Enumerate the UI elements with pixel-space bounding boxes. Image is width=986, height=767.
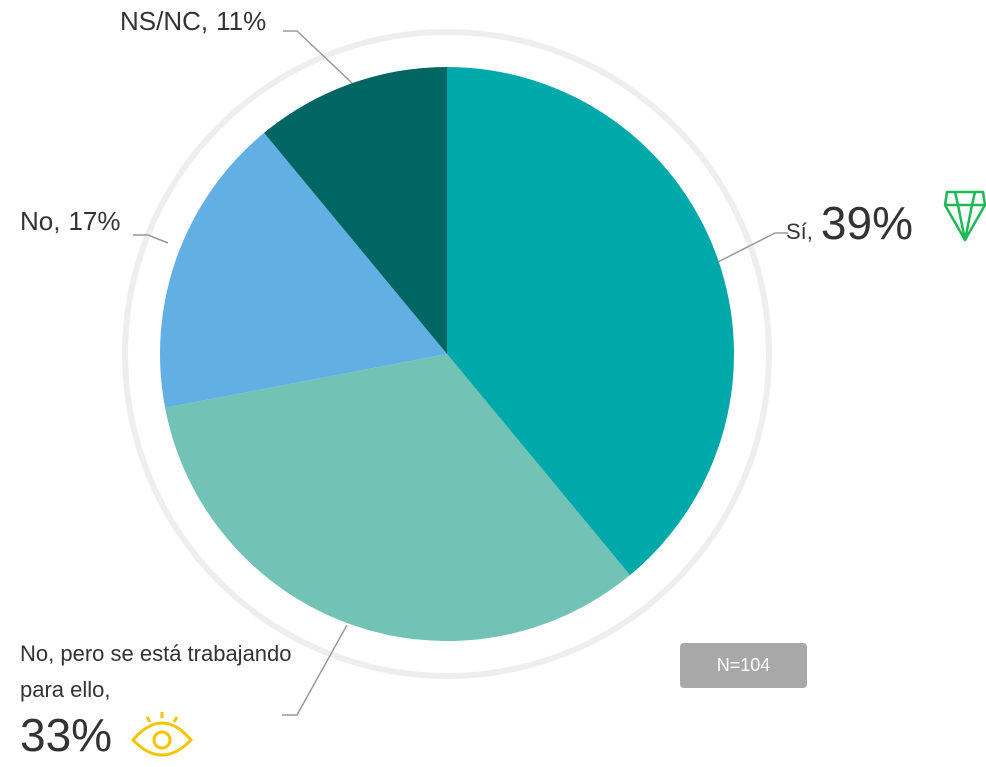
leader-line <box>282 624 348 716</box>
slice-label: No, 17% <box>20 206 121 237</box>
category-label: NS/NC, <box>120 6 209 36</box>
slice-label: Sí, 39% <box>786 196 913 250</box>
leader-line <box>133 234 169 244</box>
pie-slice <box>264 66 447 354</box>
category-label: Sí, <box>786 219 813 244</box>
value-label: 39% <box>820 197 913 249</box>
value-label: 11% <box>216 6 267 36</box>
sample-size: N=104 <box>680 643 807 688</box>
value-label: 33% <box>20 709 113 761</box>
slice-label: NS/NC, 11% <box>120 6 266 37</box>
eye-icon <box>130 712 194 757</box>
pie-slice <box>447 67 734 576</box>
diamond-icon <box>943 190 986 242</box>
category-label: No, <box>20 206 61 236</box>
leader-line <box>717 232 788 263</box>
category-label: No, pero se está trabajando para ello, <box>20 641 292 702</box>
leader-line <box>283 30 353 84</box>
pie-slice <box>165 354 630 642</box>
pie-slice <box>160 132 447 408</box>
value-label: 17% <box>68 206 121 236</box>
slice-label: No, pero se está trabajando para ello, 33… <box>20 636 310 762</box>
